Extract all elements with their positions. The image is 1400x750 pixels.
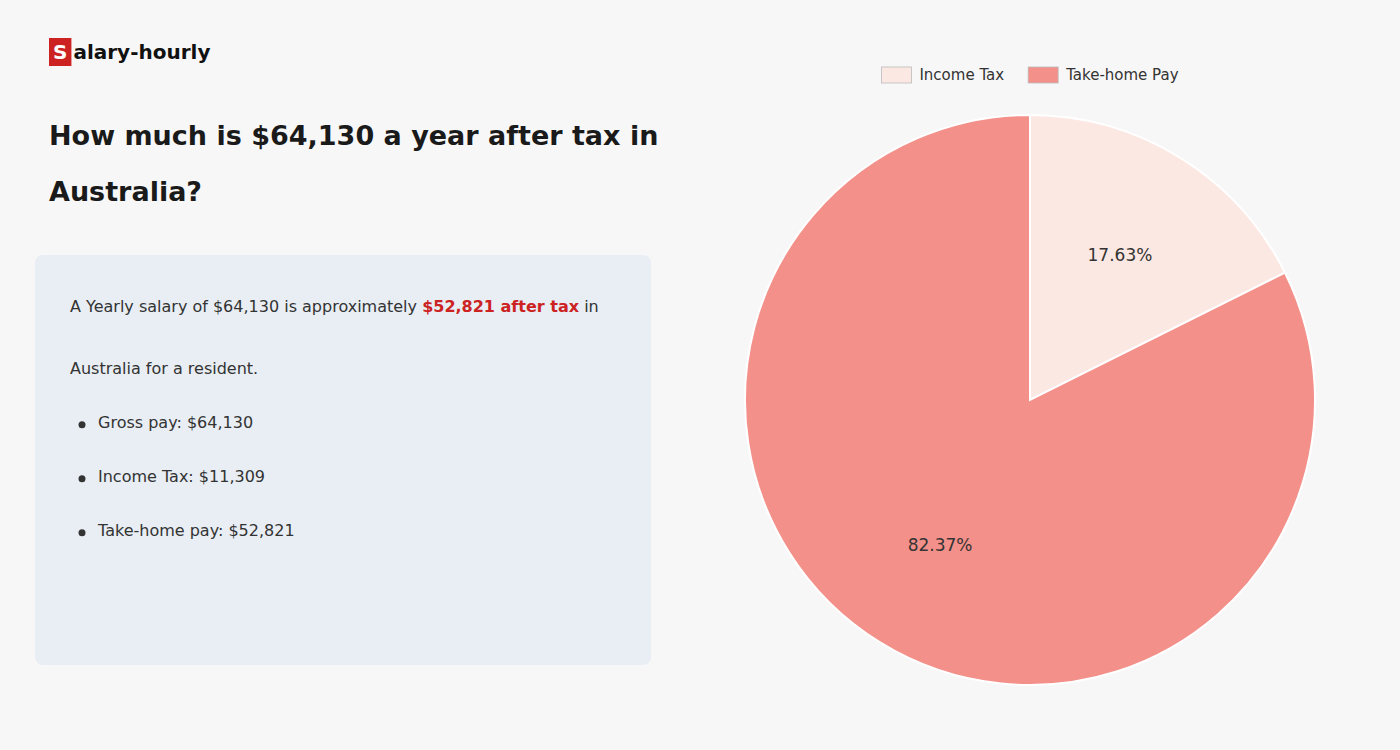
description-highlight: $52,821 after tax	[422, 297, 580, 316]
logo-word: alary-hourly	[73, 40, 210, 64]
logo-text: Salary-hourly	[53, 40, 210, 64]
description: Australia for a resident.	[70, 359, 258, 378]
bullet	[79, 475, 86, 482]
bullet-text: Income Tax: $11,309	[98, 467, 265, 486]
legend-item: Income Tax	[881, 66, 1004, 84]
info-box-background	[35, 255, 651, 665]
legend: Income Tax Take-home Pay	[881, 66, 1178, 84]
title: How much is $64,130 a year after tax in	[49, 120, 658, 151]
legend-label: Take-home Pay	[1065, 66, 1179, 84]
data-labels: 17.63% 82.37%	[908, 245, 1153, 556]
description-text: in	[579, 297, 599, 316]
data-label: 17.63%	[1088, 245, 1153, 265]
title: Australia?	[49, 176, 202, 207]
pie-slice	[745, 115, 1315, 685]
legend-label: Income Tax	[919, 66, 1004, 84]
legend-swatch	[881, 67, 911, 83]
bullet-text: Take-home pay: $52,821	[97, 521, 295, 540]
pie	[745, 115, 1315, 685]
description: A Yearly salary of $64,130 is approximat…	[70, 297, 599, 316]
bullet	[79, 529, 86, 536]
bullet-text: Gross pay: $64,130	[98, 413, 253, 432]
bullet-item: Income Tax: $11,309	[98, 467, 265, 486]
info-box: A Yearly salary of $64,130 is approximat…	[35, 255, 651, 665]
logo-box	[49, 38, 71, 66]
data-label: 82.37%	[908, 535, 973, 555]
description-text: A Yearly salary of $64,130 is approximat…	[70, 297, 422, 316]
bullet-item: Take-home pay: $52,821	[97, 521, 295, 540]
bullet	[79, 421, 86, 428]
bullet-item: Gross pay: $64,130	[98, 413, 253, 432]
legend-item: Take-home Pay	[1028, 66, 1179, 84]
chart: Salary-hourly How much is $64,130 a year …	[0, 0, 1400, 750]
description-text: Australia for a resident.	[70, 359, 258, 378]
legend-swatch	[1028, 67, 1058, 83]
logo-mark: S	[53, 40, 67, 64]
logo: Salary-hourly	[49, 38, 210, 66]
background	[0, 0, 1400, 750]
